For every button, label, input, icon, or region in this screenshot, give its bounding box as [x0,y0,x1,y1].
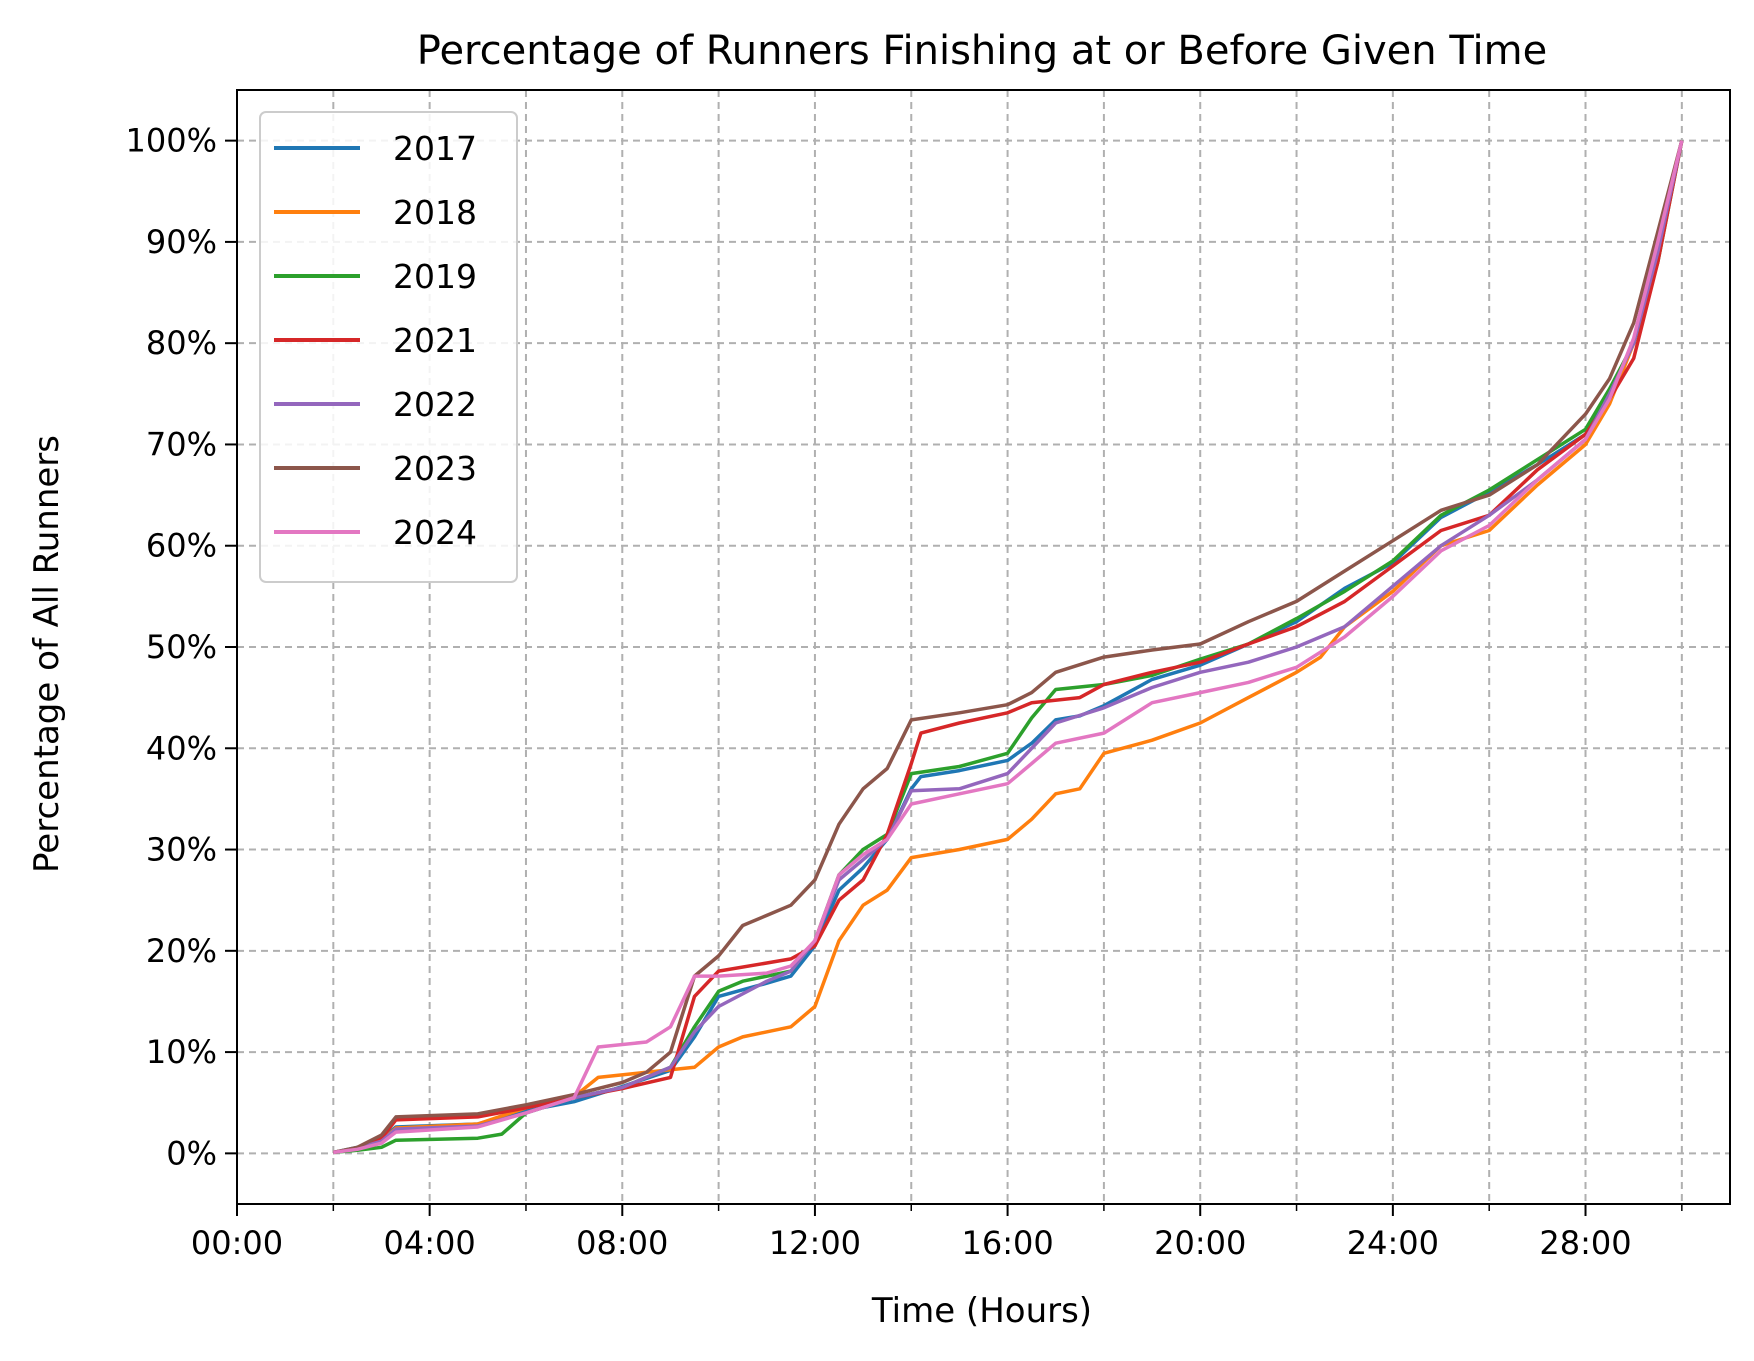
x-tick-label: 00:00 [191,1224,283,1262]
legend-label-2022: 2022 [393,385,477,424]
x-tick-label: 28:00 [1539,1224,1631,1262]
legend-label-2023: 2023 [393,449,477,488]
y-tick-label: 100% [126,122,217,160]
legend: 2017 2018 2019 2021 2022 2023 2024 [259,111,518,583]
x-axis-label: Time (Hours) [871,1291,1092,1331]
series-line-2024 [333,140,1684,1155]
series-lines [332,140,1684,1155]
legend-label-2017: 2017 [393,129,477,168]
y-axis-label: Percentage of All Runners [27,435,67,873]
y-tick-label: 30% [146,831,217,869]
x-tick-label: 24:00 [1347,1224,1439,1262]
y-tick-label: 80% [146,324,217,362]
y-tick-label: 50% [146,628,217,666]
x-tick-label: 08:00 [576,1224,668,1262]
x-tick-label: 12:00 [769,1224,861,1262]
y-tick-label: 60% [146,527,217,565]
x-tick-label: 20:00 [1154,1224,1246,1262]
y-tick-label: 0% [166,1134,217,1172]
y-tick-label: 70% [146,425,217,463]
chart-title: Percentage of Runners Finishing at or Be… [417,28,1548,74]
y-tick-label: 90% [146,223,217,261]
legend-label-2024: 2024 [393,513,477,552]
legend-box [259,111,518,583]
legend-label-2018: 2018 [393,193,477,232]
legend-label-2019: 2019 [393,257,477,296]
series-line-2023 [332,140,1684,1155]
x-tick-label: 16:00 [961,1224,1053,1262]
y-tick-label: 20% [146,932,217,970]
x-tick-label: 04:00 [384,1224,476,1262]
y-tick-label: 10% [146,1033,217,1071]
y-tick-label: 40% [146,729,217,767]
legend-label-2021: 2021 [393,321,477,360]
axis-ticks: 00:00 04:00 08:00 12:00 16:00 20:00 24:00 28:00… [126,122,1683,1262]
